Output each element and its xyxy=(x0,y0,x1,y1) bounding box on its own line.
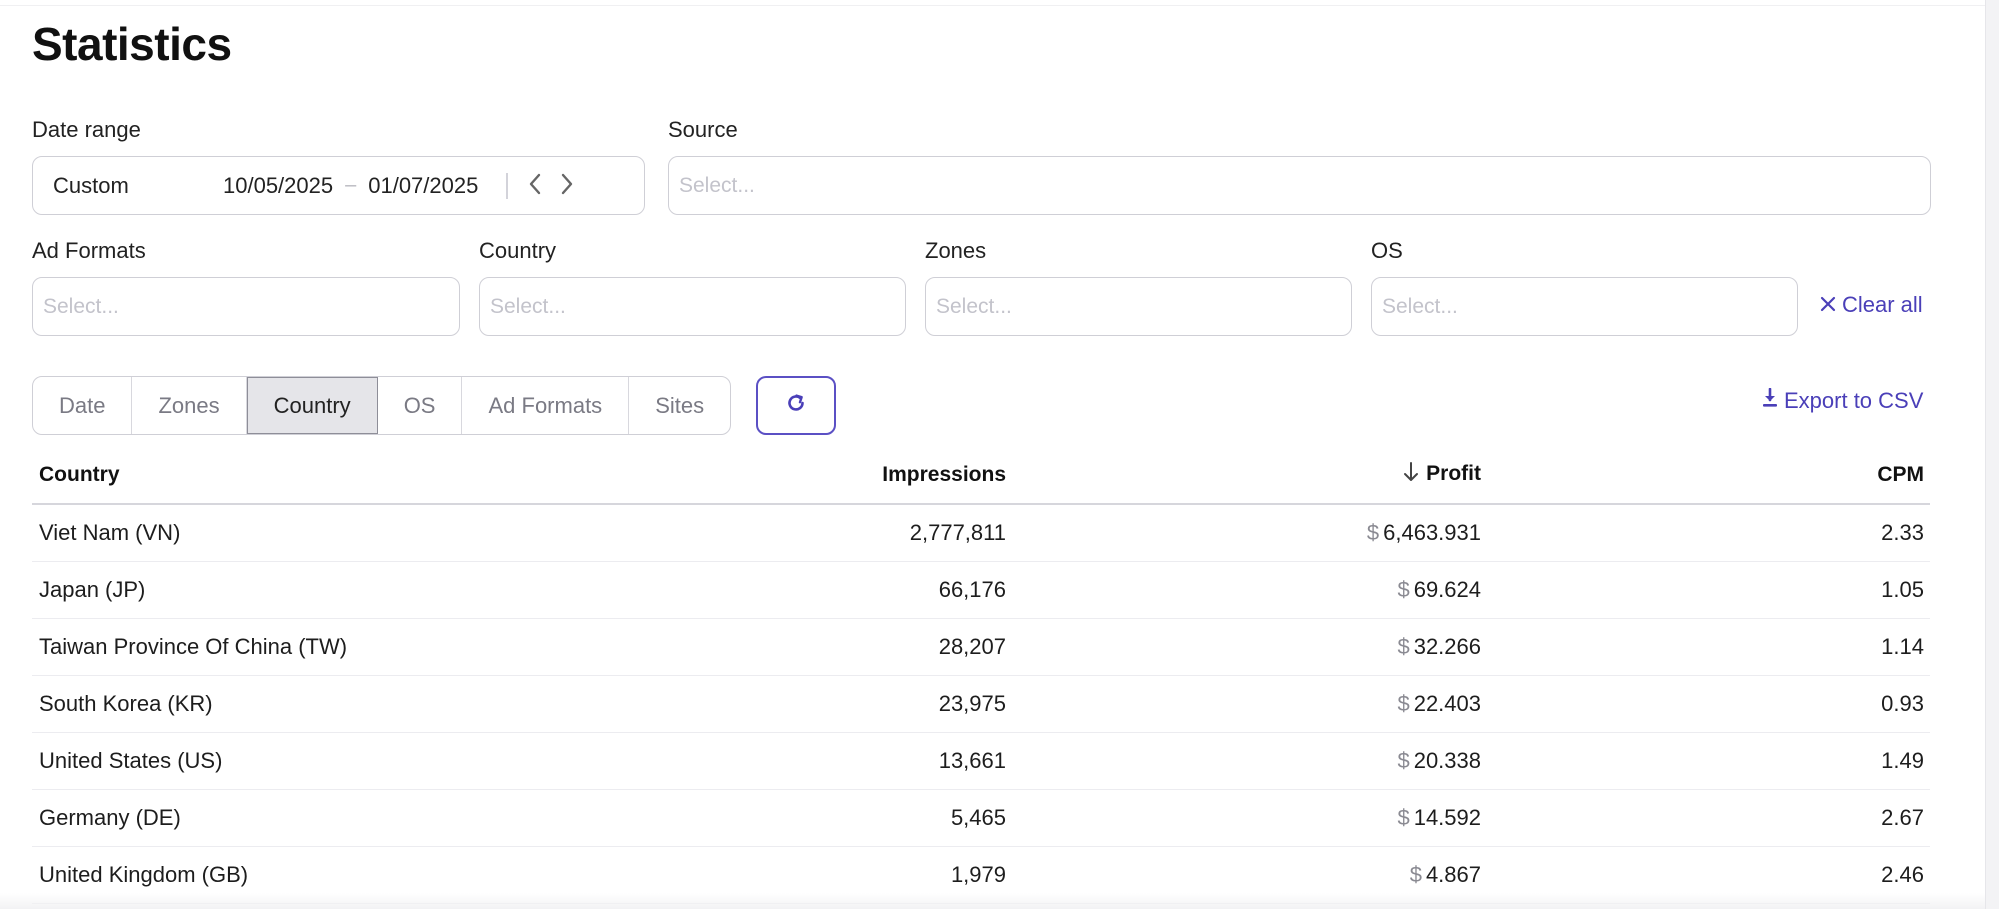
os-placeholder: Select... xyxy=(1382,294,1458,318)
table-row: Germany (DE) 5,465 $14.592 2.67 xyxy=(32,789,1930,847)
close-icon xyxy=(1820,292,1836,318)
refresh-button[interactable] xyxy=(756,376,836,435)
country-placeholder: Select... xyxy=(490,294,566,318)
tab-os[interactable]: OS xyxy=(378,377,463,434)
cell-profit: $32.266 xyxy=(1012,618,1487,676)
cell-impressions: 2,777,811 xyxy=(562,504,1012,562)
ad-formats-placeholder: Select... xyxy=(43,294,119,318)
clear-all-label: Clear all xyxy=(1842,292,1923,317)
top-divider xyxy=(0,0,1985,6)
chevron-left-icon[interactable] xyxy=(528,173,542,199)
zones-placeholder: Select... xyxy=(936,294,1012,318)
date-from-value[interactable]: 10/05/2025 xyxy=(223,172,334,198)
currency-symbol: $ xyxy=(1366,519,1380,545)
date-range-label: Date range xyxy=(32,117,141,142)
column-header-impressions[interactable]: Impressions xyxy=(562,446,1012,505)
cell-country: Japan (JP) xyxy=(32,561,562,619)
bottom-shadow xyxy=(0,893,1985,909)
table-row: Japan (JP) 66,176 $69.624 1.05 xyxy=(32,561,1930,619)
table-row: United States (US) 13,661 $20.338 1.49 xyxy=(32,732,1930,790)
window-scrollbar-track[interactable] xyxy=(1985,0,1999,909)
source-label: Source xyxy=(668,117,738,142)
cell-profit: $6,463.931 xyxy=(1012,504,1487,562)
profit-value: 20.338 xyxy=(1413,747,1481,773)
date-range-dash: – xyxy=(345,174,357,196)
column-header-profit[interactable]: Profit xyxy=(1012,446,1487,505)
table-header-row: Country Impressions Profit CPM xyxy=(32,446,1930,505)
country-label: Country xyxy=(479,238,557,263)
refresh-icon xyxy=(785,392,807,419)
cell-impressions: 66,176 xyxy=(562,561,1012,619)
currency-symbol: $ xyxy=(1409,861,1422,887)
cell-impressions: 13,661 xyxy=(562,732,1012,790)
statistics-table: Country Impressions Profit CPM Viet Nam … xyxy=(32,446,1930,904)
tab-zones[interactable]: Zones xyxy=(132,377,247,434)
tab-country[interactable]: Country xyxy=(246,377,378,434)
download-icon xyxy=(1762,387,1778,414)
export-csv-button[interactable]: Export to CSV xyxy=(1762,387,1924,414)
date-to-value[interactable]: 01/07/2025 xyxy=(368,172,479,198)
column-header-profit-label: Profit xyxy=(1426,461,1481,485)
cell-cpm: 2.33 xyxy=(1487,504,1930,562)
chevron-right-icon[interactable] xyxy=(560,173,574,199)
profit-value: 22.403 xyxy=(1413,690,1481,716)
cell-profit: $22.403 xyxy=(1012,675,1487,733)
ad-formats-select[interactable]: Select... xyxy=(32,277,460,336)
cell-country: Taiwan Province Of China (TW) xyxy=(32,618,562,676)
currency-symbol: $ xyxy=(1397,576,1410,602)
table-row: Viet Nam (VN) 2,777,811 $6,463.931 2.33 xyxy=(32,504,1930,562)
os-label: OS xyxy=(1371,238,1403,263)
date-range-picker[interactable]: Custom 10/05/2025 – 01/07/2025 xyxy=(32,156,645,215)
profit-value: 32.266 xyxy=(1413,633,1481,659)
page-title: Statistics xyxy=(32,18,232,70)
profit-value: 4.867 xyxy=(1425,861,1481,887)
group-by-tabs: Date Zones Country OS Ad Formats Sites xyxy=(32,376,732,435)
cell-country: Viet Nam (VN) xyxy=(32,504,562,562)
column-header-country[interactable]: Country xyxy=(32,446,562,505)
cell-impressions: 28,207 xyxy=(562,618,1012,676)
os-select[interactable]: Select... xyxy=(1371,277,1798,336)
profit-value: 14.592 xyxy=(1413,804,1481,830)
sort-descending-icon xyxy=(1402,461,1420,489)
ad-formats-label: Ad Formats xyxy=(32,238,146,263)
currency-symbol: $ xyxy=(1397,804,1410,830)
currency-symbol: $ xyxy=(1397,633,1410,659)
profit-value: 69.624 xyxy=(1413,576,1481,602)
table-row: Taiwan Province Of China (TW) 28,207 $32… xyxy=(32,618,1930,676)
cell-country: Germany (DE) xyxy=(32,789,562,847)
date-range-preset[interactable]: Custom xyxy=(53,172,129,198)
tab-sites[interactable]: Sites xyxy=(655,392,705,418)
zones-label: Zones xyxy=(925,238,987,263)
cell-cpm: 1.49 xyxy=(1487,732,1930,790)
currency-symbol: $ xyxy=(1397,690,1410,716)
profit-value: 6,463.931 xyxy=(1383,519,1481,545)
cell-country: United States (US) xyxy=(32,732,562,790)
column-header-cpm[interactable]: CPM xyxy=(1487,446,1930,505)
cell-profit: $14.592 xyxy=(1012,789,1487,847)
currency-symbol: $ xyxy=(1397,747,1410,773)
tab-ad-formats[interactable]: Ad Formats xyxy=(462,377,630,434)
source-select[interactable]: Select... xyxy=(668,156,1931,215)
zones-select[interactable]: Select... xyxy=(925,277,1352,336)
export-csv-label: Export to CSV xyxy=(1784,388,1924,413)
clear-all-button[interactable]: Clear all xyxy=(1820,292,1923,318)
cell-impressions: 5,465 xyxy=(562,789,1012,847)
cell-cpm: 1.05 xyxy=(1487,561,1930,619)
cell-cpm: 2.67 xyxy=(1487,789,1930,847)
date-range-divider xyxy=(506,172,508,199)
cell-cpm: 1.14 xyxy=(1487,618,1930,676)
table-row: South Korea (KR) 23,975 $22.403 0.93 xyxy=(32,675,1930,733)
source-placeholder: Select... xyxy=(679,173,755,197)
cell-country: South Korea (KR) xyxy=(32,675,562,733)
cell-impressions: 23,975 xyxy=(562,675,1012,733)
cell-profit: $69.624 xyxy=(1012,561,1487,619)
tab-date[interactable]: Date xyxy=(33,377,133,434)
cell-profit: $20.338 xyxy=(1012,732,1487,790)
country-select[interactable]: Select... xyxy=(479,277,906,336)
cell-cpm: 0.93 xyxy=(1487,675,1930,733)
